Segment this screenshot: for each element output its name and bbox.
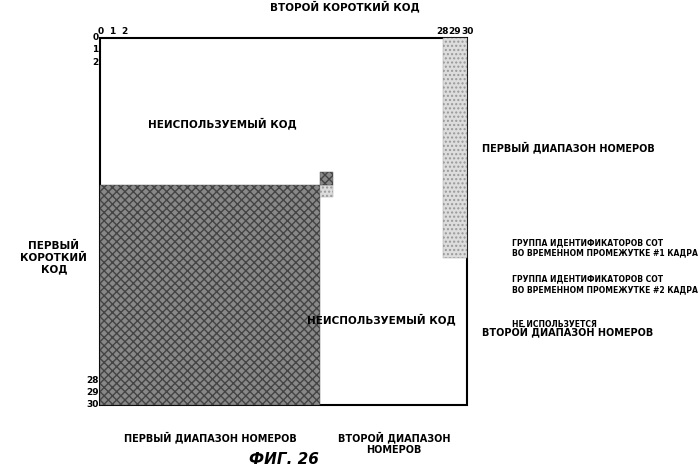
Text: ВТОРОЙ КОРОТКИЙ КОД: ВТОРОЙ КОРОТКИЙ КОД — [270, 0, 420, 12]
Text: 30: 30 — [461, 27, 473, 36]
Text: 30: 30 — [86, 400, 99, 409]
Bar — [320, 172, 333, 185]
Text: 1: 1 — [110, 27, 115, 36]
Text: ВТОРОЙ ДИАПАЗОН НОМЕРОВ: ВТОРОЙ ДИАПАЗОН НОМЕРОВ — [482, 325, 653, 337]
Text: НЕИСПОЛЬЗУЕМЫЙ КОД: НЕИСПОЛЬЗУЕМЫЙ КОД — [148, 117, 297, 129]
Text: 28: 28 — [86, 376, 99, 385]
Text: ВТОРОЙ ДИАПАЗОН
НОМЕРОВ: ВТОРОЙ ДИАПАЗОН НОМЕРОВ — [338, 432, 450, 455]
Text: ГРУППА ИДЕНТИФИКАТОРОВ СОТ
ВО ВРЕМЕННОМ ПРОМЕЖУТКЕ #2 КАДРА: ГРУППА ИДЕНТИФИКАТОРОВ СОТ ВО ВРЕМЕННОМ … — [512, 274, 698, 294]
Text: НЕИСПОЛЬЗУЕМЫЙ КОД: НЕИСПОЛЬЗУЕМЫЙ КОД — [308, 313, 456, 325]
Text: 1: 1 — [92, 46, 99, 55]
Text: 0: 0 — [97, 27, 103, 36]
Bar — [100, 185, 320, 404]
Bar — [491, 316, 506, 333]
Text: ГРУППА ИДЕНТИФИКАТОРОВ СОТ
ВО ВРЕМЕННОМ ПРОМЕЖУТКЕ #1 КАДРА: ГРУППА ИДЕНТИФИКАТОРОВ СОТ ВО ВРЕМЕННОМ … — [512, 238, 698, 257]
Bar — [486, 233, 663, 398]
Bar — [442, 38, 467, 258]
Text: ПЕРВЫЙ ДИАПАЗОН НОМЕРОВ: ПЕРВЫЙ ДИАПАЗОН НОМЕРОВ — [124, 432, 297, 443]
Text: ФИГ. 26: ФИГ. 26 — [249, 452, 319, 466]
Text: 29: 29 — [449, 27, 461, 36]
Text: 2: 2 — [92, 58, 99, 67]
Text: 0: 0 — [92, 33, 99, 42]
Bar — [320, 185, 333, 197]
Text: 2: 2 — [122, 27, 128, 36]
Text: ПЕРВЫЙ ДИАПАЗОН НОМЕРОВ: ПЕРВЫЙ ДИАПАЗОН НОМЕРОВ — [482, 142, 655, 154]
Text: 29: 29 — [86, 388, 99, 397]
Text: 28: 28 — [436, 27, 449, 36]
Bar — [491, 276, 506, 292]
Bar — [491, 240, 506, 255]
Text: ПЕРВЫЙ
КОРОТКИЙ
КОД: ПЕРВЫЙ КОРОТКИЙ КОД — [20, 241, 87, 274]
Text: НЕ ИСПОЛЬЗУЕТСЯ: НЕ ИСПОЛЬЗУЕТСЯ — [512, 320, 598, 329]
